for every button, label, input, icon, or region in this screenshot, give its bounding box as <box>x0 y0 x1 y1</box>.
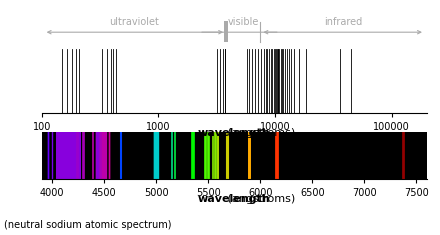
Text: (neutral sodium atomic spectrum): (neutral sodium atomic spectrum) <box>4 220 172 230</box>
Text: wavelength: wavelength <box>198 128 271 138</box>
Text: ultraviolet: ultraviolet <box>109 17 159 27</box>
Text: (angstroms): (angstroms) <box>224 194 295 204</box>
Text: infrared: infrared <box>325 17 363 27</box>
Text: (angstroms): (angstroms) <box>224 128 295 138</box>
Bar <box>224 21 228 42</box>
Text: visible: visible <box>227 17 259 27</box>
Text: wavelength: wavelength <box>198 194 271 204</box>
